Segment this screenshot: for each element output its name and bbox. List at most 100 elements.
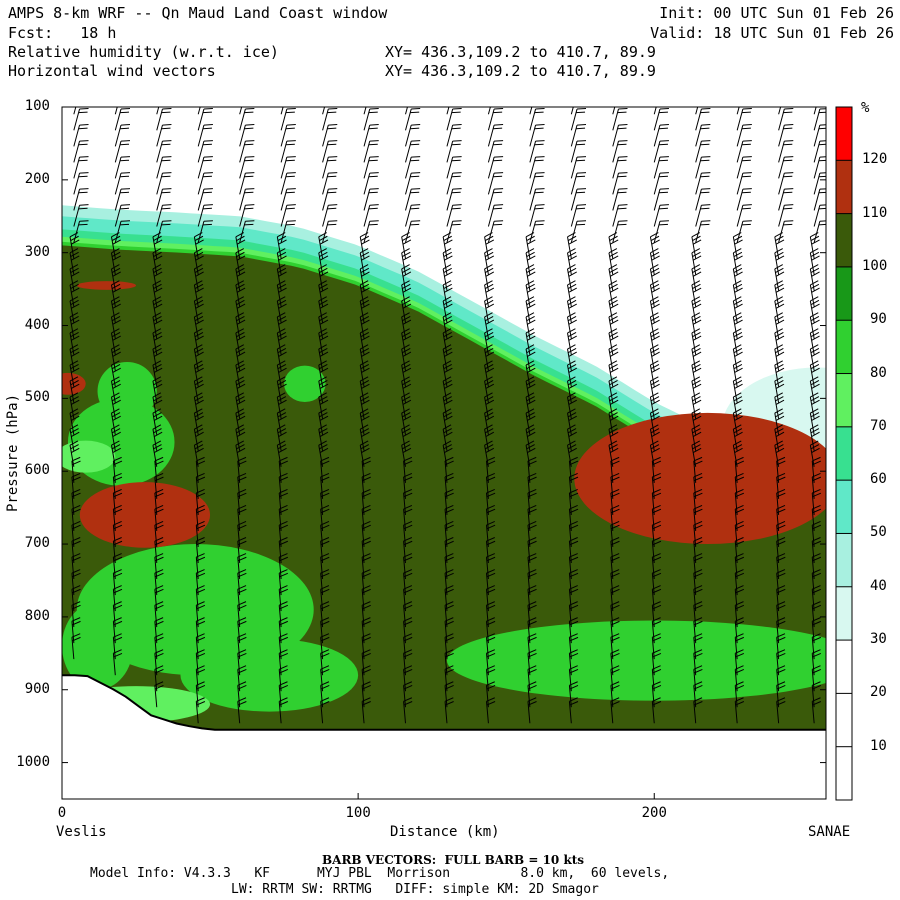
wind-barb — [278, 472, 288, 499]
wind-barb — [612, 156, 628, 179]
wind-barb — [811, 553, 822, 580]
wind-barb — [734, 569, 745, 596]
wind-barb — [813, 156, 826, 179]
wind-barb — [610, 697, 620, 724]
wind-barb — [403, 617, 413, 644]
wind-barb — [567, 376, 577, 403]
wind-barb — [361, 569, 371, 596]
wind-barb — [73, 140, 89, 163]
wind-barb — [444, 697, 454, 724]
wind-barb — [444, 504, 454, 531]
wind-barb — [361, 504, 371, 531]
rh-green-patch-3 — [97, 361, 157, 421]
wind-barb — [529, 108, 545, 131]
wind-barb — [568, 456, 579, 483]
wind-barb — [568, 521, 579, 548]
wind-barb — [736, 107, 740, 115]
wind-barb — [695, 124, 711, 147]
wind-barb — [71, 472, 81, 499]
wind-barb — [278, 633, 288, 660]
wind-barb — [486, 665, 496, 692]
wind-barb — [776, 601, 786, 628]
wind-barb — [444, 553, 454, 580]
field-name-wind: Horizontal wind vectors — [8, 62, 216, 80]
wind-barb — [570, 140, 587, 163]
wind-barb — [693, 585, 703, 612]
wind-barb — [568, 504, 579, 531]
wind-barb — [195, 601, 206, 628]
field-name-rh: Relative humidity (w.r.t. ice) — [8, 43, 279, 61]
wind-barb — [444, 537, 454, 564]
wind-barb — [237, 488, 247, 515]
wind-barb — [239, 172, 255, 195]
wind-barb — [811, 681, 822, 708]
wind-barb — [484, 296, 495, 323]
wind-barb — [734, 617, 745, 644]
wind-barb — [693, 553, 703, 580]
wind-barb — [691, 296, 702, 323]
wind-barb — [608, 232, 619, 259]
wind-barb — [405, 156, 421, 179]
wind-barb — [651, 569, 662, 596]
wind-barb — [71, 601, 81, 628]
wind-barb — [403, 456, 413, 483]
wind-barb — [651, 472, 662, 499]
wind-barb — [73, 124, 89, 147]
wind-barb — [320, 504, 330, 531]
wind-barb — [114, 220, 131, 243]
x-tick-label: 0 — [57, 805, 67, 821]
wind-barb — [653, 156, 669, 179]
wind-barb — [278, 456, 288, 483]
wind-barb — [195, 569, 206, 596]
wind-barb — [568, 665, 579, 692]
wind-barb — [693, 665, 703, 692]
wind-barb — [403, 633, 413, 660]
wind-barb — [237, 601, 247, 628]
wind-barb — [237, 697, 247, 724]
wind-barb — [239, 220, 255, 243]
wind-barb — [73, 220, 89, 243]
wind-barb — [736, 204, 752, 227]
wind-barb — [570, 124, 587, 147]
wind-barb — [486, 504, 496, 531]
terrain-mask — [62, 675, 826, 799]
colorbar-swatch — [836, 480, 852, 534]
wind-barb — [736, 140, 752, 163]
wind-barb — [776, 697, 786, 724]
wind-barb — [734, 553, 745, 580]
wind-barb — [114, 156, 131, 179]
wind-barb — [278, 697, 288, 724]
wind-barb — [193, 360, 204, 387]
wind-barb — [778, 107, 782, 115]
wind-barb — [811, 633, 822, 660]
wind-barb — [813, 172, 826, 195]
wind-barb — [278, 601, 288, 628]
colorbar-swatch — [836, 266, 852, 321]
wind-barb — [152, 440, 163, 467]
wind-barb — [322, 188, 338, 211]
wind-barb — [112, 633, 123, 660]
wind-barb — [322, 108, 338, 131]
wind-barb — [610, 488, 620, 515]
wind-barb — [811, 456, 822, 483]
wind-barb — [651, 601, 662, 628]
wind-barb — [732, 408, 743, 435]
wind-barb — [197, 172, 213, 195]
wind-barb — [653, 172, 669, 195]
wind-barb — [608, 440, 619, 467]
wind-barb — [71, 504, 81, 531]
wind-barb — [527, 633, 537, 660]
wind-barb — [280, 156, 296, 179]
terrain-line — [62, 674, 826, 731]
wind-barb — [280, 124, 296, 147]
wind-barb — [527, 456, 537, 483]
wind-barb — [280, 107, 284, 115]
wind-barb — [734, 585, 745, 612]
wind-barb — [774, 440, 785, 467]
wind-barb — [237, 456, 247, 483]
wind-barb — [653, 140, 669, 163]
wind-barb — [486, 633, 496, 660]
wind-barb — [320, 665, 330, 692]
wind-barb — [322, 107, 326, 115]
wind-barb — [570, 188, 587, 211]
